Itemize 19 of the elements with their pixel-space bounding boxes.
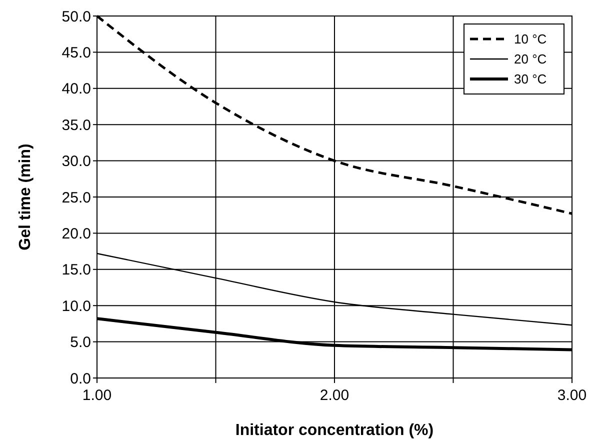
y-tick-label: 0.0 xyxy=(70,370,91,388)
legend-label: 10 °C xyxy=(514,32,547,47)
y-tick-label: 35.0 xyxy=(62,116,91,134)
legend-label: 30 °C xyxy=(514,72,547,87)
y-tick-label: 30.0 xyxy=(62,153,91,170)
y-tick-label: 25.0 xyxy=(62,189,91,206)
y-tick-label: 15.0 xyxy=(62,262,91,279)
y-tick-label: 40.0 xyxy=(62,80,91,98)
y-tick-label: 50.0 xyxy=(62,8,91,26)
y-axis-title: Gel time (min) xyxy=(17,144,34,250)
y-tick-label: 5.0 xyxy=(70,334,91,352)
y-tick-label: 10.0 xyxy=(62,298,91,315)
x-tick-label: 1.00 xyxy=(82,387,112,404)
legend-label: 20 °C xyxy=(514,52,547,67)
x-axis-title: Initiator concentration (%) xyxy=(235,422,434,439)
x-tick-label: 2.00 xyxy=(320,387,350,404)
y-tick-label: 45.0 xyxy=(62,44,91,62)
x-tick-label: 3.00 xyxy=(557,387,587,404)
y-tick-label: 20.0 xyxy=(62,225,91,242)
